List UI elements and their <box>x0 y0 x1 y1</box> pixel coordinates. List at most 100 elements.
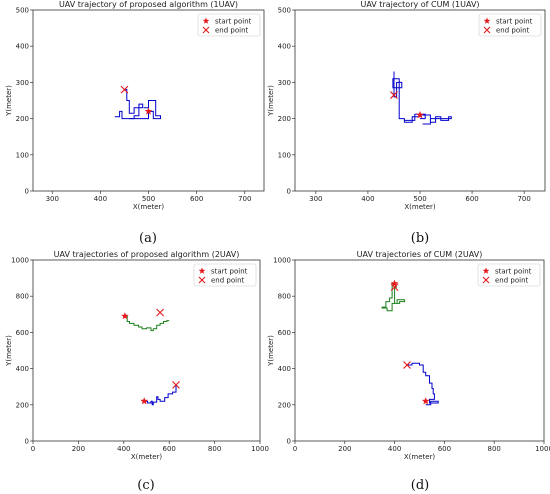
chart-panel-4: UAV trajectories of CUM (2UAV) 0 200 400 600… <box>267 250 550 493</box>
legend-end-label: end point <box>495 277 529 285</box>
legend-start-marker <box>202 17 210 24</box>
panel-caption: (b) <box>411 231 429 246</box>
x-axis-label: X(meter) <box>404 453 436 461</box>
y-tick-label: 1000 <box>273 257 291 265</box>
legend-start-label: start point <box>215 18 252 26</box>
y-tick-label: 400 <box>278 43 291 51</box>
y-tick-label: 600 <box>16 329 29 337</box>
x-tick-label: 400 <box>117 445 130 453</box>
y-tick-label: 1000 <box>11 257 29 265</box>
start-point-marker <box>390 279 399 287</box>
trajectory-line-1 <box>381 283 406 312</box>
y-axis-label: Y(meter) <box>267 85 275 117</box>
legend-start-marker <box>483 17 491 24</box>
y-tick-label: 0 <box>287 438 291 446</box>
x-axis-label: X(meter) <box>131 453 163 461</box>
y-tick-label: 300 <box>16 79 29 87</box>
x-tick-label: 1000 <box>535 445 550 453</box>
y-tick-label: 500 <box>16 7 29 15</box>
legend-end-marker <box>483 26 491 34</box>
y-tick-label: 800 <box>16 293 29 301</box>
legend-start-label: start point <box>495 268 532 276</box>
x-tick-label: 600 <box>438 445 451 453</box>
x-tick-label: 400 <box>361 195 374 203</box>
x-tick-label: 500 <box>413 195 426 203</box>
end-point-marker <box>172 381 180 389</box>
chart-title: UAV trajectory of proposed algorithm (1U… <box>59 0 238 9</box>
y-tick-label: 0 <box>287 188 291 196</box>
x-tick-label: 0 <box>293 445 297 453</box>
y-tick-label: 100 <box>278 151 291 159</box>
y-tick-label: 0 <box>25 438 29 446</box>
start-point-marker <box>121 312 129 320</box>
y-axis-label: Y(meter) <box>5 335 13 367</box>
chart-title: UAV trajectories of proposed algorithm (… <box>54 250 240 259</box>
end-point-marker <box>390 91 398 99</box>
end-point-marker <box>403 361 411 369</box>
x-tick-label: 800 <box>208 445 221 453</box>
y-tick-label: 300 <box>278 79 291 87</box>
legend-start-marker <box>482 267 490 274</box>
legend-end-marker <box>202 26 210 34</box>
chart-panel-2: UAV trajectory of CUM (1UAV) 300 400 500 600… <box>267 0 546 246</box>
panel-caption: (c) <box>137 478 154 493</box>
trajectory-line-2 <box>407 362 439 406</box>
legend-end-label: end point <box>496 27 530 35</box>
y-tick-label: 600 <box>278 329 291 337</box>
x-tick-label: 500 <box>142 195 155 203</box>
legend-end-marker <box>482 276 490 284</box>
chart-panel-1: UAV trajectory of proposed algorithm (1U… <box>5 0 265 246</box>
x-tick-label: 200 <box>338 445 351 453</box>
y-tick-label: 400 <box>16 43 29 51</box>
panel-caption: (a) <box>139 231 157 246</box>
start-point-marker <box>416 111 424 119</box>
trajectory-line-1 <box>392 71 452 125</box>
y-tick-label: 200 <box>278 401 291 409</box>
x-tick-label: 300 <box>46 195 59 203</box>
chart-title: UAV trajectory of CUM (1UAV) <box>360 0 479 9</box>
x-tick-label: 200 <box>72 445 85 453</box>
trajectory-line-1 <box>124 315 170 332</box>
x-tick-label: 600 <box>163 445 176 453</box>
end-point-marker <box>390 283 399 292</box>
x-tick-label: 400 <box>94 195 107 203</box>
plot-area <box>294 259 545 442</box>
legend-start-marker <box>198 267 206 274</box>
x-tick-label: 700 <box>517 195 530 203</box>
x-tick-label: 700 <box>238 195 251 203</box>
x-tick-label: 600 <box>190 195 203 203</box>
legend-start-label: start point <box>211 268 248 276</box>
y-tick-label: 400 <box>278 365 291 373</box>
end-point-marker <box>156 308 165 317</box>
plot-area <box>32 259 261 442</box>
legend-end-label: end point <box>211 277 245 285</box>
y-tick-label: 200 <box>16 401 29 409</box>
x-tick-label: 300 <box>309 195 322 203</box>
end-point-marker <box>120 85 129 94</box>
x-tick-label: 1000 <box>251 445 269 453</box>
y-axis-label: Y(meter) <box>267 335 275 367</box>
chart-panel-3: UAV trajectories of proposed algorithm (… <box>5 250 269 493</box>
y-tick-label: 0 <box>25 188 29 196</box>
y-tick-label: 800 <box>278 293 291 301</box>
legend-start-label: start point <box>496 18 533 26</box>
x-tick-label: 400 <box>388 445 401 453</box>
x-tick-label: 800 <box>488 445 501 453</box>
trajectory-line-2 <box>144 384 177 406</box>
x-axis-label: X(meter) <box>133 203 165 211</box>
y-tick-label: 200 <box>16 115 29 123</box>
plot-area <box>294 9 546 192</box>
start-point-marker <box>144 107 153 115</box>
legend-end-label: end point <box>215 27 249 35</box>
x-axis-label: X(meter) <box>404 203 436 211</box>
legend-end-marker <box>198 276 206 284</box>
y-tick-label: 400 <box>16 365 29 373</box>
chart-title: UAV trajectories of CUM (2UAV) <box>357 250 483 259</box>
y-tick-label: 200 <box>278 115 291 123</box>
start-point-marker <box>140 397 148 405</box>
